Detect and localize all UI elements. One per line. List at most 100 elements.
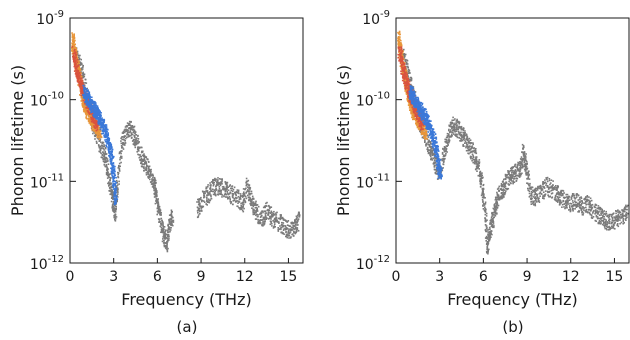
data-point xyxy=(497,204,500,207)
data-point xyxy=(74,46,76,49)
data-point xyxy=(475,165,478,167)
data-point xyxy=(460,140,462,142)
data-point xyxy=(111,186,113,188)
data-point xyxy=(451,119,453,122)
data-point xyxy=(527,176,530,179)
data-point xyxy=(99,147,101,149)
data-point xyxy=(450,127,453,129)
data-point xyxy=(293,235,295,237)
data-point xyxy=(524,155,527,158)
data-point xyxy=(278,228,281,230)
data-point xyxy=(461,136,463,139)
data-point xyxy=(72,54,75,57)
data-point xyxy=(510,167,512,170)
data-point xyxy=(496,191,498,194)
data-point xyxy=(170,209,173,212)
data-point xyxy=(71,32,73,34)
data-point xyxy=(213,189,216,191)
data-point xyxy=(139,155,142,158)
data-point xyxy=(496,212,498,214)
data-point xyxy=(466,137,468,140)
data-point xyxy=(140,161,143,164)
data-point xyxy=(290,226,293,229)
data-point xyxy=(519,167,522,170)
data-point xyxy=(91,120,93,123)
data-point xyxy=(85,104,88,106)
data-point xyxy=(94,132,97,135)
data-point xyxy=(272,220,274,222)
data-point xyxy=(201,190,204,193)
data-point xyxy=(269,212,272,214)
data-point xyxy=(262,222,264,225)
data-point xyxy=(95,131,98,134)
data-point xyxy=(491,226,494,229)
data-point xyxy=(76,80,79,83)
data-point xyxy=(95,133,97,136)
data-point xyxy=(126,126,128,128)
data-point xyxy=(476,166,478,169)
data-point xyxy=(214,179,217,181)
data-point xyxy=(127,127,130,129)
data-point xyxy=(517,175,519,177)
data-point xyxy=(113,180,115,183)
data-point xyxy=(482,183,485,186)
data-point xyxy=(518,175,521,177)
data-point xyxy=(83,108,86,110)
data-point xyxy=(95,134,97,137)
data-point xyxy=(120,161,122,164)
data-point xyxy=(254,209,256,212)
data-point xyxy=(275,212,277,214)
data-point xyxy=(453,129,456,132)
data-point xyxy=(446,141,448,143)
data-point xyxy=(87,89,89,91)
data-point xyxy=(480,175,483,178)
y-tick-label: 10-9 xyxy=(36,9,64,28)
data-point xyxy=(229,184,231,186)
data-point xyxy=(134,131,136,134)
data-point xyxy=(72,51,74,53)
data-point xyxy=(71,44,74,47)
data-point xyxy=(492,217,494,220)
data-point xyxy=(108,181,110,183)
data-point xyxy=(498,196,501,199)
data-point xyxy=(523,155,525,158)
data-point xyxy=(197,209,200,211)
data-point xyxy=(492,223,495,225)
data-point xyxy=(117,173,119,176)
data-point xyxy=(92,128,94,131)
data-point xyxy=(273,214,276,216)
data-point xyxy=(199,213,201,215)
data-point xyxy=(71,39,74,41)
data-point xyxy=(117,167,120,169)
data-point xyxy=(83,88,85,91)
data-point xyxy=(126,133,129,136)
data-point xyxy=(114,185,117,187)
data-point xyxy=(475,158,478,160)
data-point xyxy=(445,136,448,139)
data-point xyxy=(263,205,266,208)
data-point xyxy=(146,164,148,167)
data-point xyxy=(201,206,203,208)
data-point xyxy=(113,166,115,169)
data-point xyxy=(236,200,239,202)
data-point xyxy=(86,113,89,115)
data-point xyxy=(100,134,102,136)
data-point xyxy=(499,198,501,200)
data-point xyxy=(215,188,217,191)
data-point xyxy=(482,201,484,203)
data-point xyxy=(151,181,153,183)
data-point xyxy=(149,178,151,181)
data-point xyxy=(270,206,273,208)
data-point xyxy=(85,117,88,119)
data-point xyxy=(210,190,212,192)
data-point xyxy=(281,221,283,224)
data-point xyxy=(450,136,453,138)
data-point xyxy=(113,168,116,170)
data-point xyxy=(82,83,85,86)
data-point xyxy=(237,202,239,204)
data-point xyxy=(158,212,161,214)
data-point xyxy=(276,211,278,214)
data-point xyxy=(476,170,478,172)
data-point xyxy=(209,182,211,184)
data-point xyxy=(153,176,156,179)
